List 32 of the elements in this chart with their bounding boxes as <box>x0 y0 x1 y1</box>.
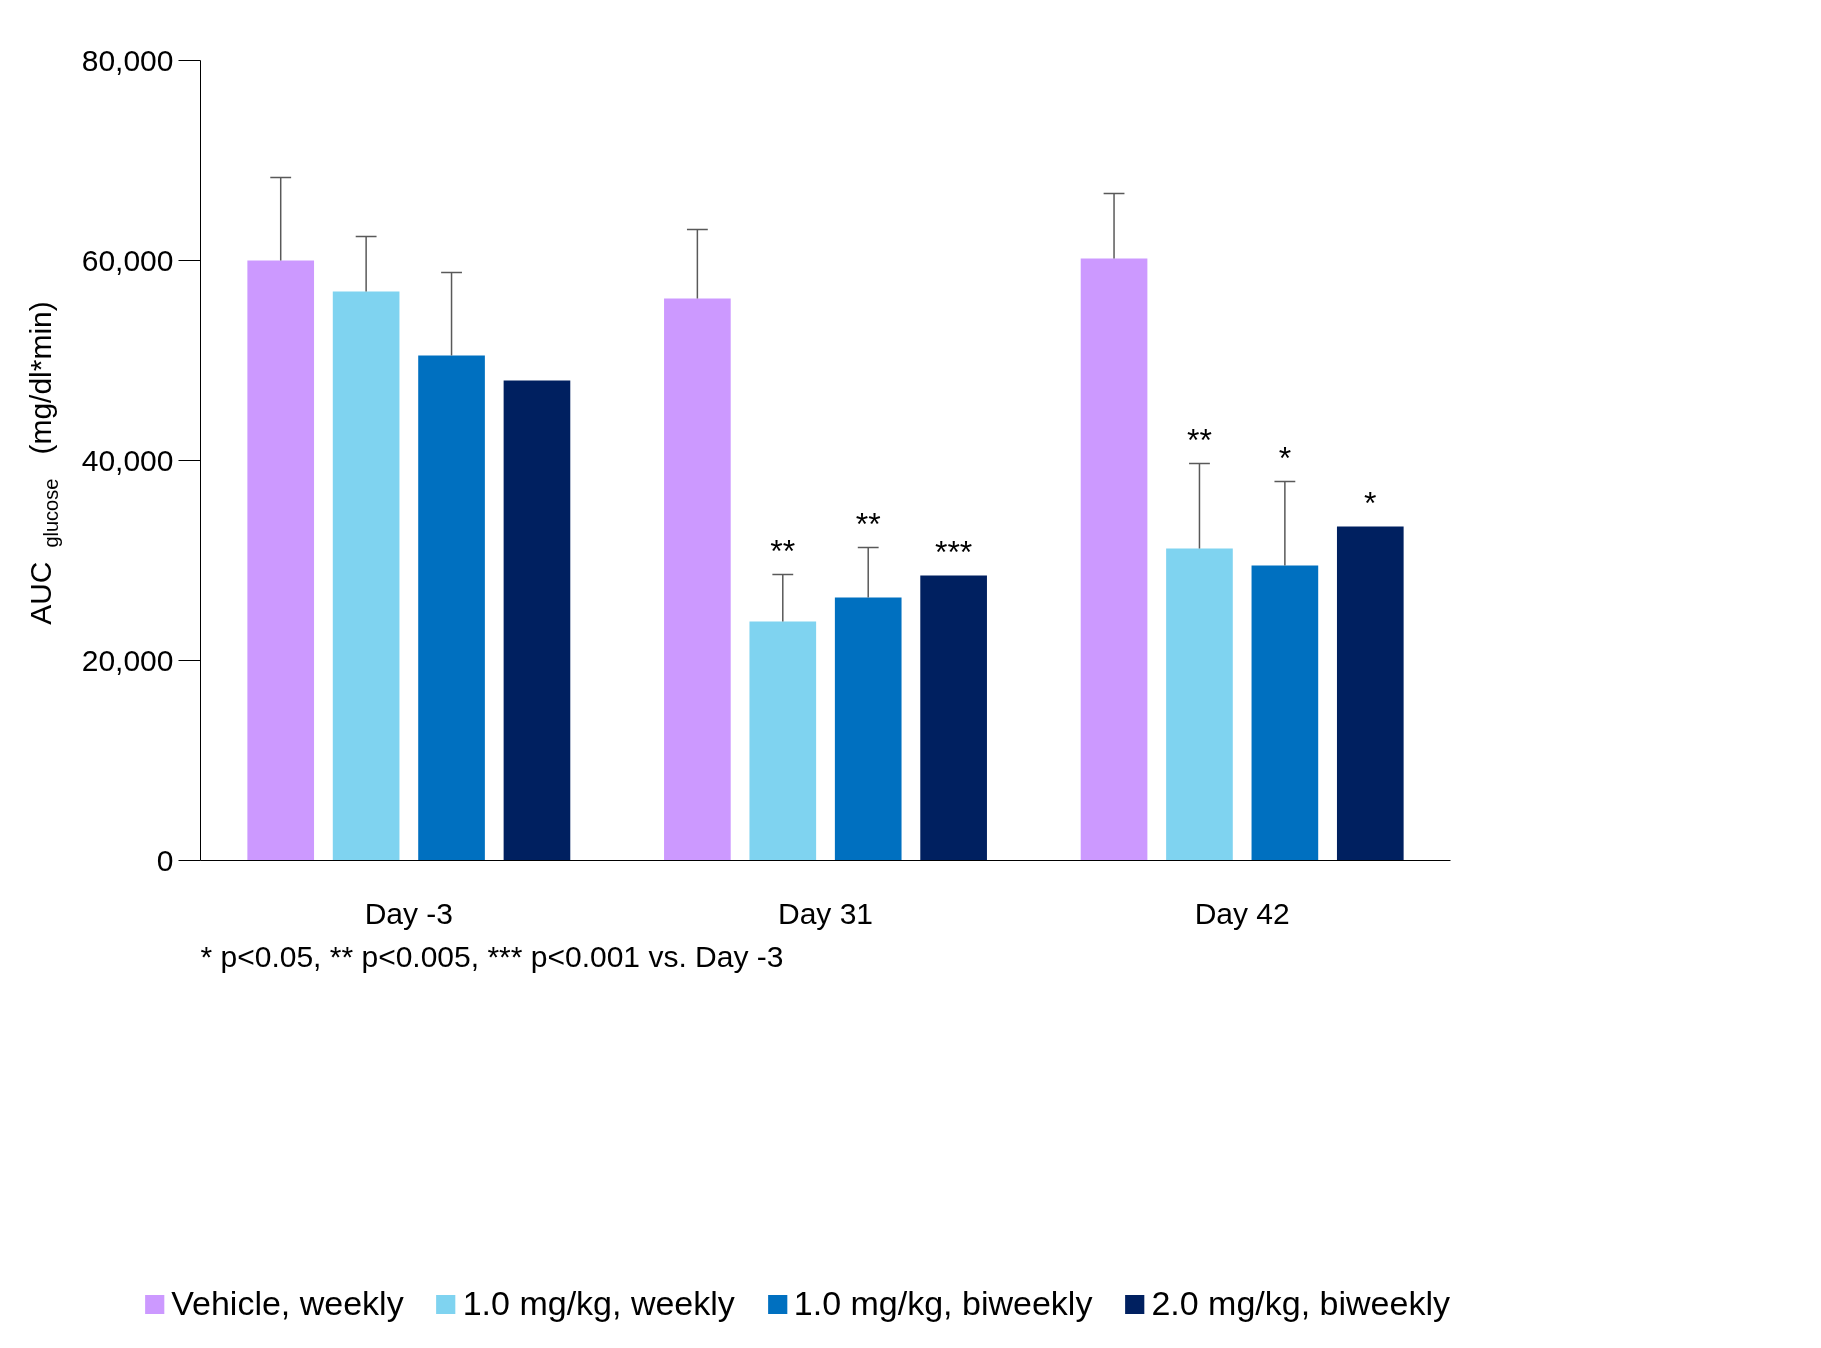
bar <box>1251 565 1319 861</box>
bar <box>920 575 987 861</box>
bar <box>1080 258 1148 861</box>
bar <box>332 291 400 861</box>
y-tick-label: 40,000 <box>81 443 174 477</box>
y-tick-label: 60,000 <box>81 243 174 277</box>
data-label: ** <box>770 532 796 569</box>
data-label: * <box>1364 484 1377 521</box>
legend-label: 1.0 mg/kg, biweekly <box>793 1284 1093 1324</box>
legend-label: Vehicle, weekly <box>171 1284 404 1324</box>
data-label: ** <box>1187 421 1212 458</box>
legend-label: 1.0 mg/kg, weekly <box>462 1284 735 1324</box>
bar <box>834 597 902 861</box>
x-tick-label: Day 31 <box>777 896 874 930</box>
y-tick-label: 0 <box>156 843 174 877</box>
bar <box>1336 526 1404 861</box>
x-tick-label: Day -3 <box>364 896 454 930</box>
bar <box>1166 548 1233 861</box>
legend-label: 2.0 mg/kg, biweekly <box>1151 1284 1450 1324</box>
bar <box>503 380 571 861</box>
x-tick-label: Day 42 <box>1194 896 1290 930</box>
text: AUC glucose (mg/dl*min) <box>24 301 62 625</box>
bar <box>247 260 315 861</box>
bar <box>749 621 817 861</box>
y-tick-label: 80,000 <box>81 43 174 77</box>
data-label: *** <box>934 533 973 570</box>
bar <box>664 298 731 861</box>
text: * p<0.05, ** p<0.005, *** p<0.001 vs. Day -3 <box>200 939 784 973</box>
data-label: * <box>1278 439 1292 476</box>
y-tick-label: 20,000 <box>81 643 174 677</box>
bar <box>418 355 485 861</box>
data-label: ** <box>855 505 881 542</box>
